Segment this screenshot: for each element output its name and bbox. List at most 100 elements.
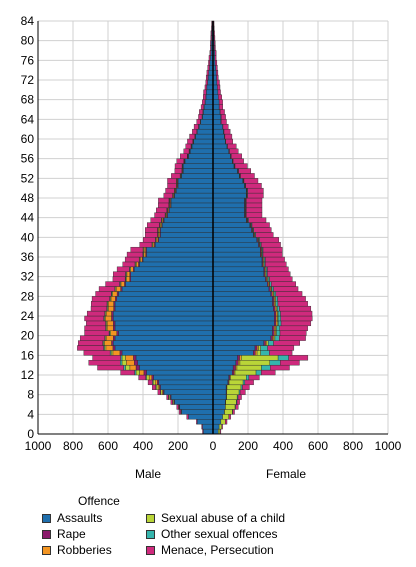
bar-female-assaults — [212, 428, 219, 435]
legend-swatch — [146, 513, 155, 523]
bar-female-assaults — [212, 237, 257, 243]
bar-male-assaults — [162, 222, 214, 228]
bar-male-assaults — [184, 158, 214, 164]
legend-item: Rape — [42, 527, 146, 541]
bar-female-menace-persecution — [280, 360, 300, 366]
bar-female-assaults — [212, 301, 273, 307]
bar-female-other-sexual-offences — [274, 335, 280, 341]
bar-male-menace-persecution — [189, 133, 196, 140]
bar-male-menace-persecution — [166, 394, 169, 400]
bar-female-assaults — [212, 394, 227, 400]
legend-label: Other sexual offences — [161, 527, 278, 541]
legend-grid: Assaults Sexual abuse of a child Rape Other… — [42, 511, 306, 557]
bar-male-assaults — [176, 187, 214, 194]
bar-female-assaults — [212, 104, 220, 110]
bar-male-menace-persecution — [211, 25, 213, 32]
bar-male-robberies — [105, 345, 114, 351]
bar-male-robberies — [112, 350, 121, 356]
y-tick-label: 16 — [21, 348, 35, 362]
bar-female-rape — [272, 330, 275, 336]
bar-male-assaults — [183, 163, 214, 169]
bar-female-rape — [254, 345, 258, 351]
legend-swatch — [146, 545, 155, 555]
bar-male-menace-persecution — [77, 345, 104, 351]
bar-female-menace-persecution — [243, 178, 259, 184]
bar-male-robberies — [126, 360, 135, 366]
bar-female-other-sexual-offences — [271, 286, 274, 292]
bar-male-robberies — [156, 237, 159, 243]
bar-male-robberies — [106, 320, 114, 327]
x-tick-label: 1000 — [25, 439, 52, 453]
legend-item: Menace, Persecution — [146, 543, 306, 557]
bar-male-menace-persecution — [176, 158, 184, 164]
bar-male-assaults — [203, 109, 214, 115]
bar-female-menace-persecution — [248, 217, 267, 223]
bar-male-robberies — [125, 355, 134, 361]
bar-male-rape — [135, 364, 140, 371]
bar-female-assaults — [212, 192, 247, 199]
bar-male-menace-persecution — [126, 251, 144, 258]
bar-male-menace-persecution — [139, 242, 153, 248]
bar-female-menace-persecution — [216, 79, 220, 86]
bar-male-menace-persecution — [158, 197, 170, 204]
bar-female-assaults — [212, 197, 245, 204]
bar-male-robberies — [108, 301, 114, 307]
bar-female-menace-persecution — [225, 138, 233, 145]
bar-male-robberies — [139, 369, 145, 376]
bar-female-menace-persecution — [246, 197, 263, 204]
legend-swatch — [42, 513, 51, 523]
bar-male-assaults — [190, 148, 214, 154]
bar-female-robberies — [272, 335, 275, 341]
bar-female-menace-persecution — [251, 222, 270, 228]
bar-female-sexual-abuse-of-a-child — [258, 345, 261, 351]
male-side-label: Male — [135, 467, 161, 481]
bar-male-menace-persecution — [193, 124, 199, 130]
bar-female-assaults — [212, 335, 271, 341]
bar-female-robberies — [239, 355, 242, 361]
bar-female-assaults — [212, 286, 270, 292]
bar-male-menace-persecution — [84, 330, 110, 336]
bar-male-assaults — [181, 173, 214, 179]
bar-male-robberies — [140, 256, 143, 263]
bar-male-rape — [111, 340, 114, 346]
bar-female-menace-persecution — [219, 428, 222, 435]
bar-female-assaults — [212, 364, 234, 371]
bar-female-menace-persecution — [267, 271, 291, 277]
legend-label: Rape — [57, 527, 86, 541]
bar-male-assaults — [113, 340, 214, 346]
bar-female-rape — [232, 364, 236, 371]
bar-male-menace-persecution — [120, 369, 135, 376]
bar-male-menace-persecution — [86, 320, 106, 327]
x-tick-label: 0 — [210, 439, 217, 453]
bar-male-menace-persecution — [211, 20, 213, 27]
legend-swatch — [146, 529, 155, 539]
bar-female-assaults — [212, 399, 226, 405]
bar-female-menace-persecution — [230, 153, 242, 159]
female-side-label: Female — [266, 467, 306, 481]
bar-female-menace-persecution — [232, 409, 235, 415]
bar-female-assaults — [212, 207, 245, 213]
bar-male-robberies — [106, 325, 114, 331]
bar-female-sexual-abuse-of-a-child — [226, 384, 242, 390]
bar-female-sexual-abuse-of-a-child — [241, 355, 279, 361]
bar-female-menace-persecution — [213, 25, 215, 32]
bar-male-assaults — [181, 409, 214, 415]
bar-male-menace-persecution — [158, 202, 169, 209]
bar-female-assaults — [212, 124, 223, 130]
bar-female-assaults — [212, 227, 252, 233]
bar-female-menace-persecution — [247, 192, 264, 199]
bar-male-menace-persecution — [167, 183, 177, 189]
y-tick-label: 24 — [21, 309, 35, 323]
bar-female-menace-persecution — [224, 133, 233, 140]
bar-female-menace-persecution — [236, 399, 240, 405]
legend-item: Robberies — [42, 543, 146, 557]
bar-female-assaults — [212, 296, 273, 302]
bar-male-assaults — [114, 301, 214, 307]
bar-male-assaults — [202, 423, 214, 430]
bar-female-sexual-abuse-of-a-child — [220, 419, 226, 425]
bar-male-assaults — [169, 207, 214, 213]
bar-male-assaults — [163, 217, 214, 223]
bar-male-menace-persecution — [165, 187, 175, 194]
bar-male-menace-persecution — [200, 104, 204, 110]
bar-male-assaults — [113, 315, 214, 322]
